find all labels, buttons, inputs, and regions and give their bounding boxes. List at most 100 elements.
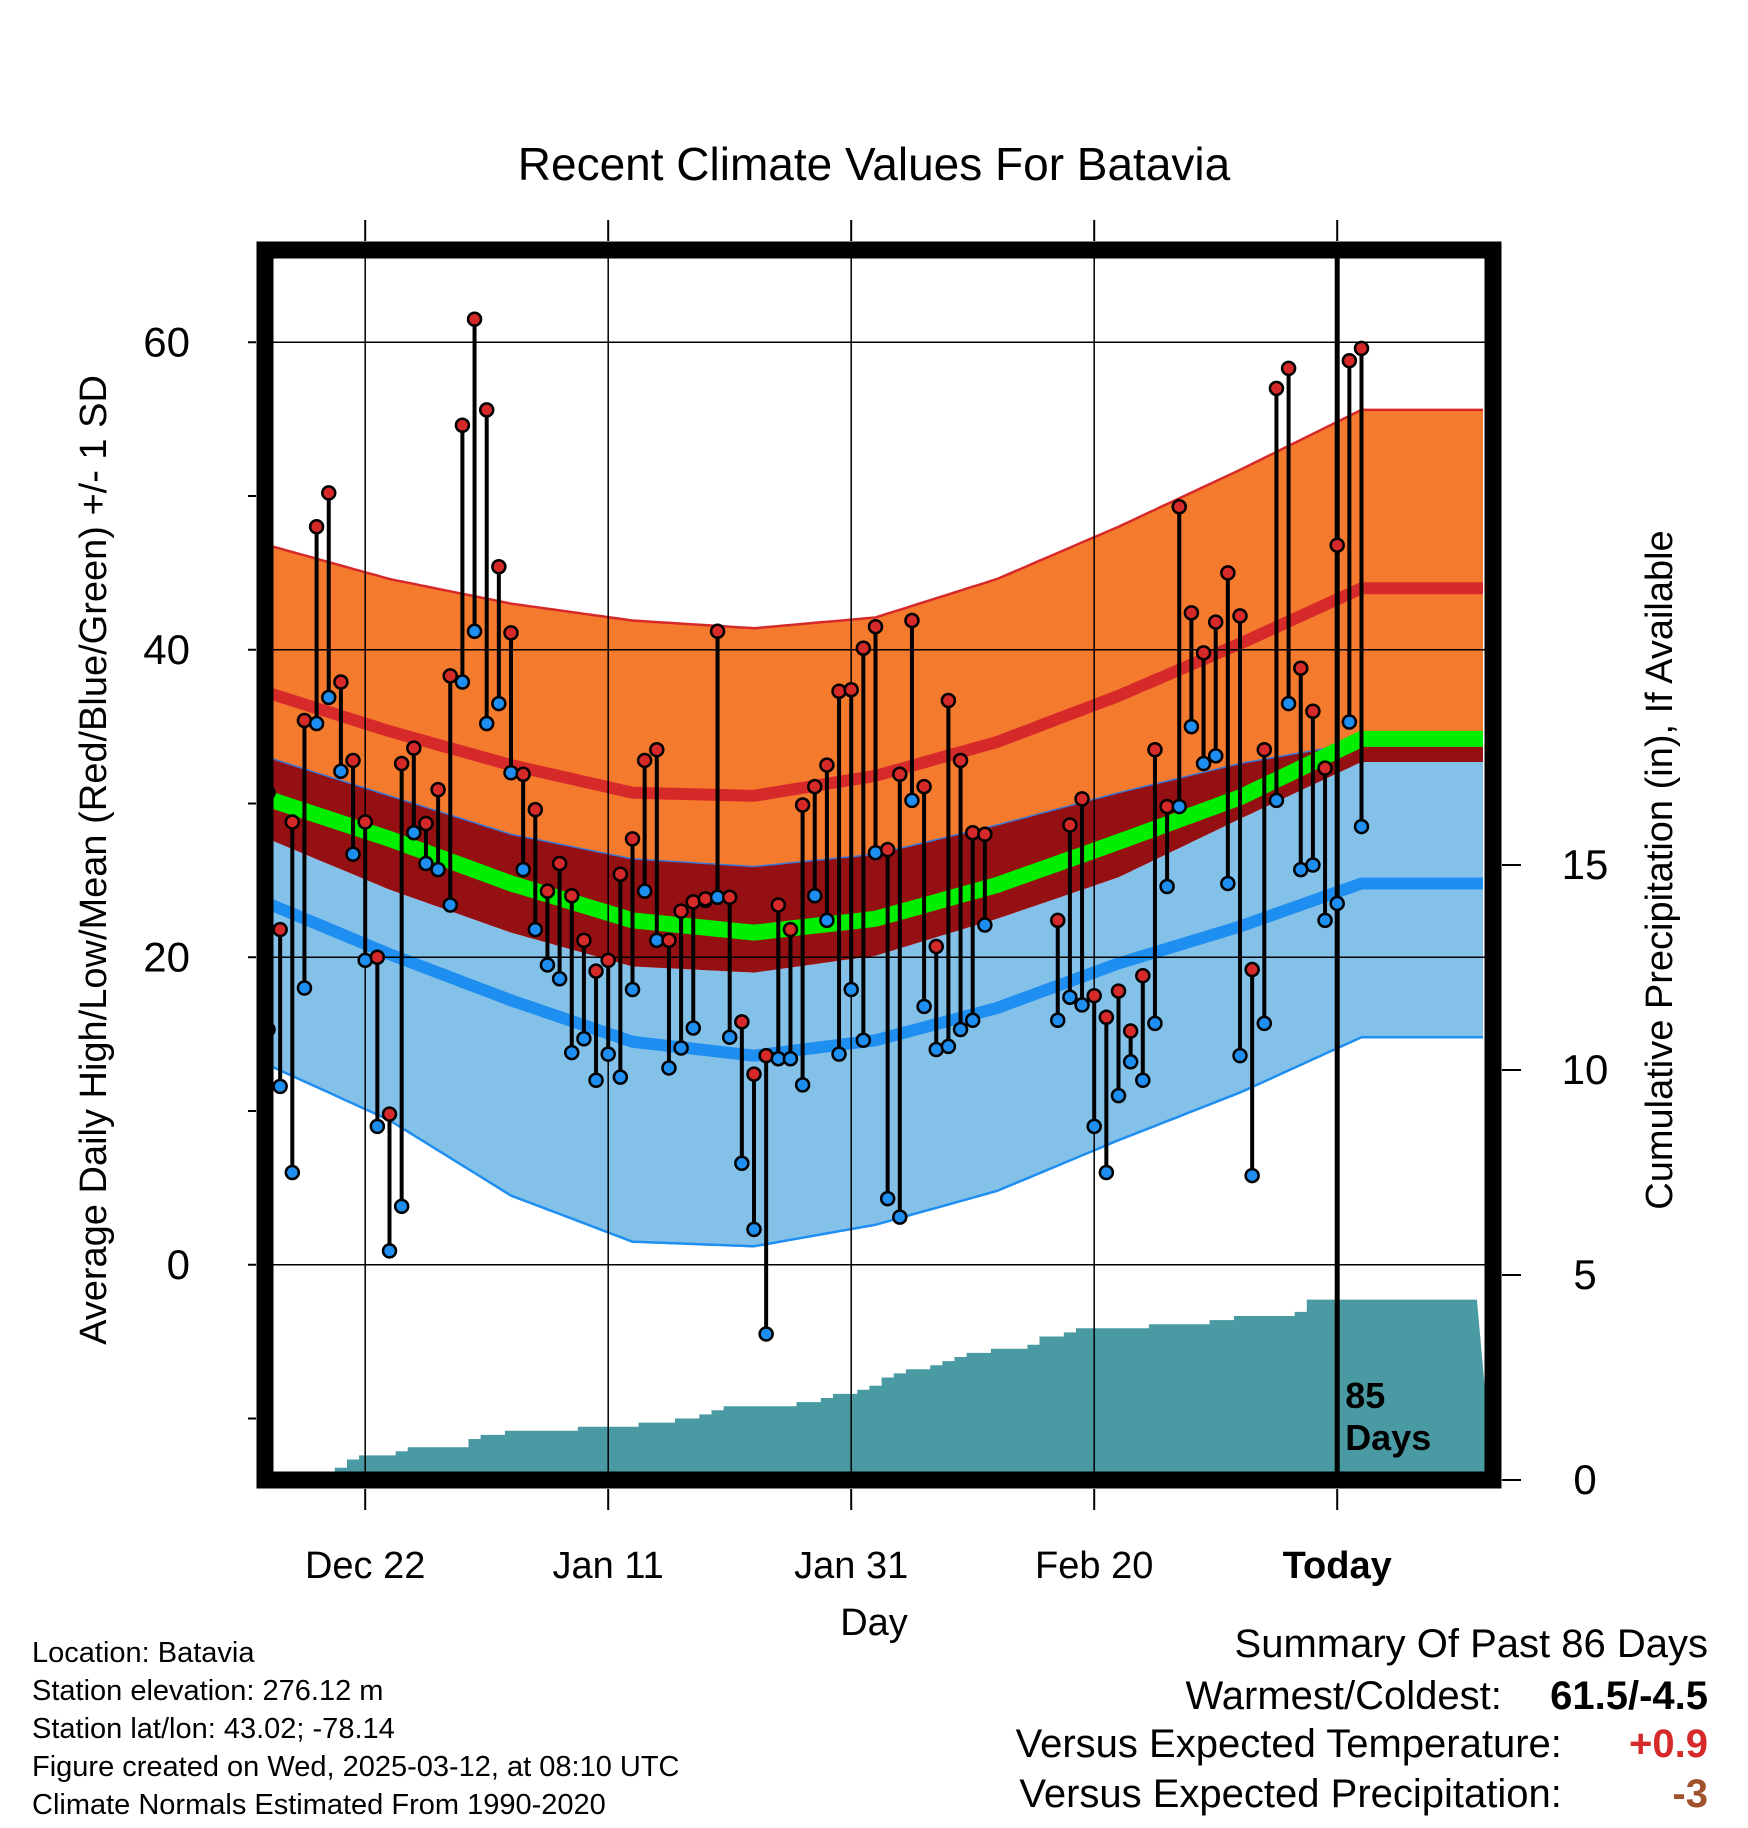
high-point: [1220, 565, 1236, 581]
high-point: [1074, 791, 1090, 807]
high-point: [1183, 605, 1200, 621]
low-point: [308, 715, 325, 732]
low-point: [1220, 875, 1236, 892]
station-latlon: Station lat/lon: 43.02; -78.14: [32, 1713, 395, 1745]
high-point: [1268, 380, 1285, 397]
high-point: [892, 766, 908, 783]
low-point: [734, 1155, 750, 1172]
chart-title: Recent Climate Values For Batavia: [518, 138, 1231, 190]
daily-observations: [265, 311, 1370, 1342]
low-point: [1074, 997, 1090, 1013]
high-point: [977, 826, 993, 842]
temp-anomaly-value: +0.9: [1629, 1722, 1708, 1766]
x-tick-label: Jan 31: [794, 1545, 908, 1587]
low-point: [1062, 989, 1078, 1005]
low-point: [503, 765, 519, 781]
high-point: [1256, 741, 1273, 758]
warmest-value: 61.5/-4.5: [1550, 1674, 1708, 1718]
summary-precip-row: Versus Expected Precipitation: -3: [1019, 1772, 1708, 1817]
high-point: [1293, 660, 1309, 676]
high-point: [940, 692, 957, 709]
low-point: [296, 980, 313, 996]
high-point: [442, 668, 458, 684]
high-point: [879, 841, 896, 858]
low-point: [1195, 755, 1212, 772]
summary-temp-row: Versus Expected Temperature: +0.9: [1016, 1722, 1708, 1767]
low-point: [1098, 1164, 1115, 1181]
high-point: [345, 752, 361, 769]
high-point: [636, 752, 653, 769]
y2-tick-label: 5: [1573, 1251, 1596, 1298]
low-point: [1256, 1015, 1273, 1032]
low-point: [527, 921, 544, 938]
high-point: [1086, 987, 1102, 1004]
low-point: [879, 1190, 896, 1207]
low-point: [1171, 798, 1187, 815]
high-point: [527, 801, 544, 818]
low-point: [673, 1040, 689, 1056]
low-point: [333, 763, 349, 779]
low-point: [819, 912, 835, 929]
high-point: [1062, 817, 1078, 833]
x-tick-label: Jan 11: [553, 1545, 664, 1587]
high-point: [406, 740, 422, 756]
high-point: [478, 402, 495, 418]
high-plus-sd-line: [267, 408, 1483, 630]
high-point: [600, 952, 616, 969]
low-point: [1110, 1087, 1127, 1104]
high-point: [564, 888, 580, 904]
low-point: [636, 883, 653, 899]
low-point: [381, 1243, 398, 1259]
low-point: [442, 897, 458, 913]
low-point: [904, 792, 920, 809]
x-tick-label: Feb 20: [1035, 1545, 1153, 1587]
high-point: [1353, 340, 1370, 357]
high-point: [697, 891, 714, 907]
y-tick-label: 20: [143, 933, 190, 980]
high-point: [794, 797, 811, 813]
high-point: [649, 741, 665, 758]
axes: 0 20 40 60 0 5 10 15 Dec 22 Jan 11 Jan 31 Feb 20 Tod…: [143, 220, 1608, 1587]
low-point: [1305, 857, 1321, 873]
low-point: [588, 1072, 604, 1088]
high-point: [272, 921, 288, 938]
high-point: [843, 681, 859, 698]
y2-tick-label: 15: [1562, 841, 1609, 888]
high-point: [551, 855, 568, 872]
high-point: [734, 1014, 750, 1030]
low-point: [478, 715, 495, 732]
high-point: [418, 815, 434, 832]
high-point: [904, 612, 920, 629]
low-point: [1086, 1118, 1102, 1135]
low-point: [1147, 1015, 1163, 1032]
low-point: [916, 998, 932, 1015]
low-minus-sd-line: [267, 1035, 1483, 1248]
low-point: [807, 888, 823, 904]
low-point: [1268, 792, 1285, 809]
high-point: [1147, 741, 1163, 758]
plot-area: 85 Days: [265, 250, 1493, 1480]
high-point: [831, 683, 847, 700]
high-point: [612, 866, 629, 882]
low-point: [466, 623, 483, 640]
high-point: [867, 618, 884, 635]
x-tick-label: Today: [1283, 1545, 1392, 1587]
low-point: [855, 1032, 872, 1049]
low-point: [964, 1012, 981, 1029]
y-axis-label: Average Daily High/Low/Mean (Red/Blue/Gr…: [73, 375, 115, 1345]
high-point: [588, 963, 604, 979]
low-point: [746, 1221, 762, 1238]
low-point: [1232, 1047, 1248, 1064]
low-point: [491, 695, 507, 712]
low-point: [661, 1060, 677, 1076]
low-point: [321, 689, 337, 706]
high-point: [782, 921, 799, 938]
summary-warmest-row: Warmest/Coldest: 61.5/-4.5: [1186, 1674, 1709, 1719]
low-point: [952, 1021, 969, 1038]
precip-area: [265, 1299, 1493, 1480]
high-point: [709, 623, 726, 640]
high-point: [491, 558, 507, 575]
low-point: [369, 1118, 386, 1135]
low-point: [1122, 1054, 1139, 1070]
y-tick-label: 0: [167, 1241, 190, 1288]
